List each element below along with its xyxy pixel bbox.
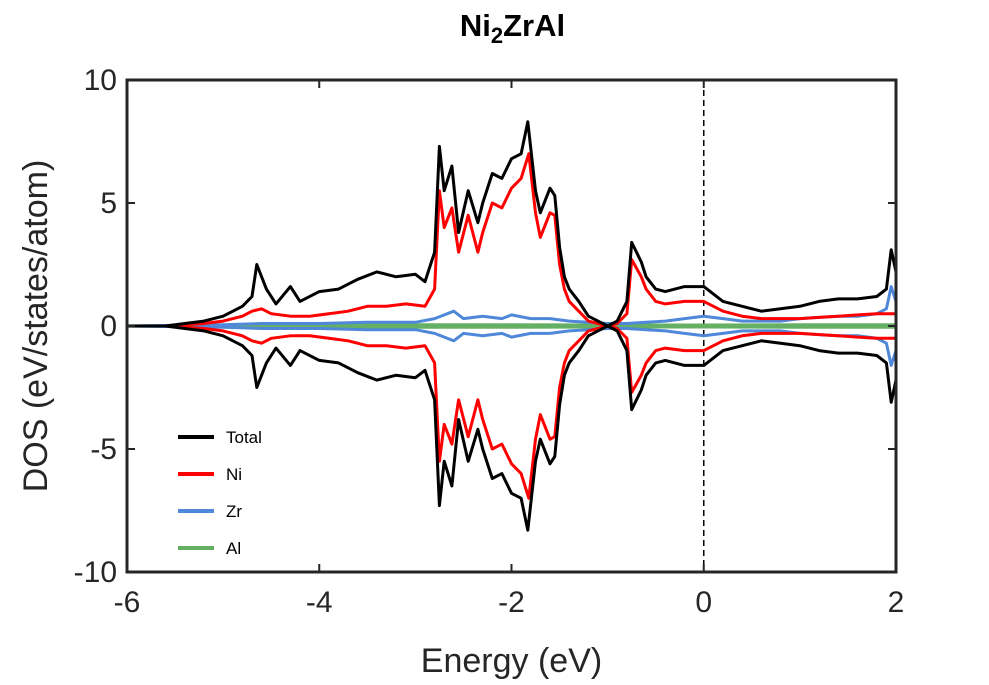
series-total-spin-up xyxy=(127,120,898,328)
legend-label-zr: Zr xyxy=(226,502,242,521)
y-tick-label: 10 xyxy=(84,64,117,97)
legend-label-ni: Ni xyxy=(226,465,242,484)
legend-label-total: Total xyxy=(226,428,262,447)
x-tick-label: 2 xyxy=(888,586,905,619)
y-axis-label: DOS (eV/states/atom) xyxy=(17,160,55,493)
legend-label-al: Al xyxy=(226,539,241,558)
y-tick-label: 5 xyxy=(100,187,117,220)
series-total-spin-down xyxy=(127,324,898,532)
x-axis-label: Energy (eV) xyxy=(421,642,602,680)
x-tick-label: -4 xyxy=(306,586,333,619)
series-ni-spin-down xyxy=(127,324,896,500)
x-tick-label: 0 xyxy=(695,586,712,619)
y-tick-label: -10 xyxy=(74,556,117,589)
x-tick-label: -2 xyxy=(498,586,525,619)
x-tick-label: -6 xyxy=(114,586,141,619)
y-tick-label: -5 xyxy=(90,433,117,466)
chart-title: Ni2ZrAl xyxy=(459,8,566,49)
series-ni-spin-up xyxy=(127,152,896,328)
y-tick-label: 0 xyxy=(100,310,117,343)
